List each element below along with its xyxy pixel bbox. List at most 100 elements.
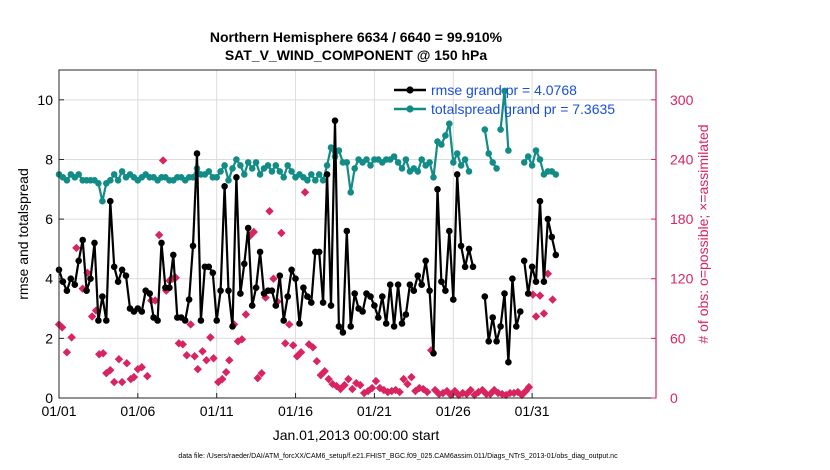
rmse-point [442,287,449,295]
grid [58,70,656,399]
totalspread-point [63,177,71,184]
rmse-point [375,314,382,321]
rmse-point [422,257,430,265]
rmse-point [497,323,504,330]
totalspread-point [450,159,457,166]
obs-marker [178,340,187,349]
obs-marker [106,365,115,375]
obs-marker [257,368,266,378]
obs-marker [296,348,306,357]
totalspread-point [367,162,374,169]
footer-data-file: data file: /Users/raeder/DAI/ATM_forcXX/… [178,453,618,460]
rmse-point [59,278,67,286]
obs-marker [114,355,124,364]
rmse-point [67,275,75,283]
obs-marker [98,349,108,358]
obs-marker [367,383,377,393]
totalspread-point [481,126,489,133]
rmse-point [548,233,556,241]
totalspread-point [497,126,504,133]
rmse-point [457,242,465,250]
totalspread-point [461,156,469,163]
obs-marker [528,290,538,299]
rmse-point [339,329,347,336]
totalspread-point [524,153,532,160]
x-tick-label: 01/01 [41,403,76,419]
obs-marker [395,387,404,397]
totalspread-point [418,156,426,163]
obs-marker [548,295,557,304]
axes: 01/01 01/06 01/11 01/16 01/21 01/26 01/31 0 2 4 6 8… [37,70,694,419]
rmse-point [252,284,260,292]
totalspread-point [394,159,402,166]
obs-marker [225,356,234,365]
rmse-line [483,277,522,364]
rmse-point [107,197,114,205]
totalspread-point [430,174,437,181]
rmse-point [394,281,402,289]
totalspread-point [347,189,355,196]
rmse-point [280,317,288,324]
rmse-point [331,117,339,124]
rmse-point [91,239,98,247]
rmse-point [75,257,82,265]
rmse-point [485,338,493,345]
totalspread-point [233,156,240,163]
y-tick-label: 8 [45,151,53,167]
obs-marker [158,156,168,165]
y2-tick-label: 240 [670,151,694,167]
rmse-point [197,317,205,324]
totalspread-point [276,168,284,175]
rmse-point [552,251,560,259]
rmse-point [406,281,414,289]
obs-marker [109,377,119,387]
obs-marker [371,376,381,386]
obs-marker [348,384,357,394]
totalspread-point [465,168,473,175]
rmse-point [288,266,295,274]
obs-marker [182,351,191,360]
obs-marker [206,333,215,342]
totalspread-point [315,171,323,178]
y-tick-label: 10 [37,92,53,108]
totalspread-point [95,180,102,187]
chart-subtitle: SAT_V_WIND_COMPONENT @ 150 hPa [225,47,488,63]
obs-marker [193,364,202,374]
obs-marker [62,348,72,357]
obs-marker [403,379,412,389]
rmse-point [390,323,398,330]
rmse-point [189,242,197,250]
rmse-point [248,302,256,309]
rmse-point [166,284,173,292]
rmse-point [469,263,477,271]
totalspread-point [327,144,335,151]
totalspread-point [107,177,114,184]
totalspread-point [237,162,244,169]
rmse-point [300,284,307,292]
totalspread-point [501,87,508,95]
totalspread-point [244,159,252,166]
rmse-point [296,320,303,327]
rmse-point [99,293,106,300]
rmse-point [524,290,532,297]
y2-tick-label: 0 [670,390,678,406]
rmse-point [229,323,236,330]
totalspread-point [390,153,398,160]
totalspread-point [241,171,248,178]
rmse-point [505,358,512,366]
rmse-point [292,275,299,283]
rmse-point [461,263,469,271]
rmse-line [523,200,557,295]
totalspread-point [225,177,232,184]
rmse-point [118,266,126,274]
totalspread-point [536,156,544,163]
rmse-point [209,269,217,277]
legend-rmse-label: rmse grand pr = 4.0768 [431,82,577,98]
totalspread-point [217,168,224,175]
rmse-point [205,263,213,271]
obs-marker [285,320,294,329]
rmse-point [509,275,516,283]
totalspread-point [248,165,256,172]
rmse-point [343,227,351,235]
